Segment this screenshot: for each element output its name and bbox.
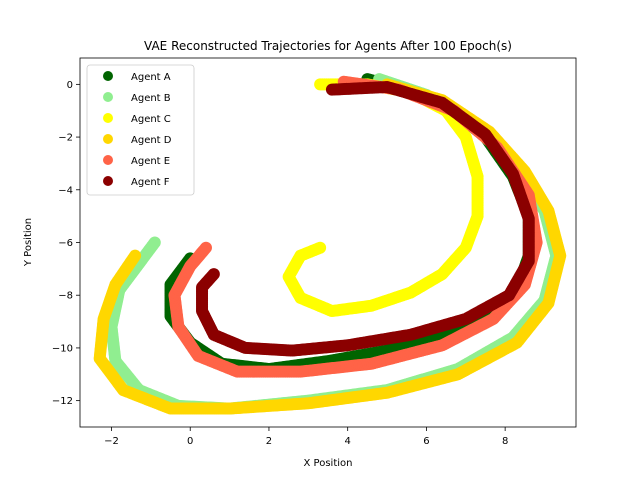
legend-marker-agent-c [103,113,113,123]
legend-label-agent-d: Agent D [131,135,172,146]
point-agent-f [207,268,220,281]
series-agent-e [168,75,543,378]
legend-marker-agent-a [103,71,113,81]
plot-area [93,73,567,415]
y-tick-label: −6 [58,238,73,249]
chart-title: VAE Reconstructed Trajectories for Agent… [144,39,512,53]
legend-label-agent-f: Agent F [131,177,170,188]
y-tick-label: −10 [52,343,73,354]
legend-marker-agent-d [103,134,113,144]
legend: Agent A Agent B Agent C Agent D Agent E Agent… [86,64,195,196]
legend-label-agent-b: Agent B [131,93,171,104]
x-tick-label: 8 [502,436,508,447]
x-tick-label: 0 [187,436,193,447]
point-agent-b [148,236,161,249]
y-tick-label: −8 [58,291,73,302]
x-axis-label: X Position [304,458,353,469]
legend-label-agent-c: Agent C [131,114,171,125]
legend-marker-agent-b [103,92,113,102]
point-agent-d [129,249,142,262]
x-tick-label: 6 [423,436,429,447]
legend-marker-agent-f [103,176,113,186]
x-tick-label: −2 [104,436,119,447]
point-agent-e [199,241,212,254]
series-agent-f [196,80,535,357]
legend-label-agent-a: Agent A [131,72,171,83]
y-axis-label: Y Position [23,218,34,267]
legend-marker-agent-e [103,155,113,165]
y-tick-label: −2 [58,133,73,144]
x-tick-label: 4 [344,436,350,447]
x-tick-label: 2 [266,436,272,447]
y-axis: 0 −2 −4 −6 −8 −10 −12 [52,80,80,407]
x-axis: −2 0 2 4 6 8 [104,427,508,447]
y-tick-label: 0 [67,80,73,91]
y-tick-label: −4 [58,185,73,196]
y-tick-label: −12 [52,396,73,407]
legend-label-agent-e: Agent E [131,156,170,167]
legend-box [86,64,195,196]
point-agent-c [314,241,327,254]
